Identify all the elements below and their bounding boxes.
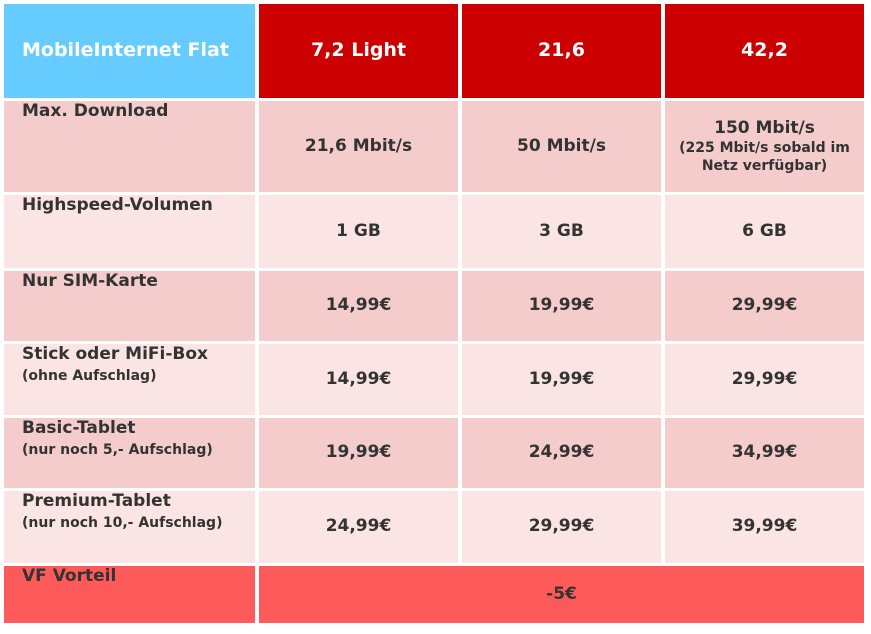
table-cell: 19,99€ — [462, 271, 661, 341]
row-label-premium-tablet: Premium-Tablet (nur noch 10,- Aufschlag) — [4, 491, 255, 563]
row-sublabel-text: (ohne Aufschlag) — [22, 368, 157, 385]
row-label-text: Max. Download — [22, 101, 169, 121]
row-label-highspeed-volume: Highspeed-Volumen — [4, 195, 255, 268]
table-cell: 19,99€ — [259, 418, 458, 488]
row-label-vf-advantage: VF Vorteil — [4, 566, 255, 623]
plan-header-3: 42,2 — [665, 4, 864, 98]
row-label-sim-only: Nur SIM-Karte — [4, 271, 255, 341]
table-cell: 3 GB — [462, 195, 661, 268]
table-cell: 24,99€ — [462, 418, 661, 488]
table-cell: 14,99€ — [259, 344, 458, 415]
table-cell: 6 GB — [665, 195, 864, 268]
table-cell: 14,99€ — [259, 271, 458, 341]
row-label-text: VF Vorteil — [22, 566, 117, 586]
row-label-stick-mifi: Stick oder MiFi-Box (ohne Aufschlag) — [4, 344, 255, 415]
row-label-basic-tablet: Basic-Tablet (nur noch 5,- Aufschlag) — [4, 418, 255, 488]
table-cell: 19,99€ — [462, 344, 661, 415]
table-cell: 21,6 Mbit/s — [259, 101, 458, 192]
row-label-text: Basic-Tablet — [22, 418, 136, 438]
table-cell: 34,99€ — [665, 418, 864, 488]
table-cell: 39,99€ — [665, 491, 864, 563]
table-title: MobileInternet Flat — [4, 4, 255, 98]
table-cell: 150 Mbit/s (225 Mbit/s sobald im Netz ve… — [665, 101, 864, 192]
table-cell: 1 GB — [259, 195, 458, 268]
table-cell-value: 150 Mbit/s — [714, 117, 815, 138]
table-cell: 24,99€ — [259, 491, 458, 563]
table-cell: 29,99€ — [665, 271, 864, 341]
tariff-table: MobileInternet Flat 7,2 Light 21,6 42,2 … — [4, 4, 864, 630]
table-cell: 50 Mbit/s — [462, 101, 661, 192]
row-label-max-download: Max. Download — [4, 101, 255, 192]
row-label-text: Nur SIM-Karte — [22, 271, 158, 291]
table-cell: 29,99€ — [462, 491, 661, 563]
vf-advantage-value: -5€ — [259, 566, 864, 623]
plan-header-1: 7,2 Light — [259, 4, 458, 98]
row-label-text: Stick oder MiFi-Box — [22, 344, 209, 364]
row-label-text: Premium-Tablet — [22, 491, 171, 511]
row-sublabel-text: (nur noch 10,- Aufschlag) — [22, 515, 223, 532]
table-cell: 29,99€ — [665, 344, 864, 415]
row-label-text: Highspeed-Volumen — [22, 195, 213, 215]
plan-header-2: 21,6 — [462, 4, 661, 98]
table-cell-note: (225 Mbit/s sobald im Netz verfügbar) — [679, 139, 850, 175]
row-sublabel-text: (nur noch 5,- Aufschlag) — [22, 442, 213, 459]
